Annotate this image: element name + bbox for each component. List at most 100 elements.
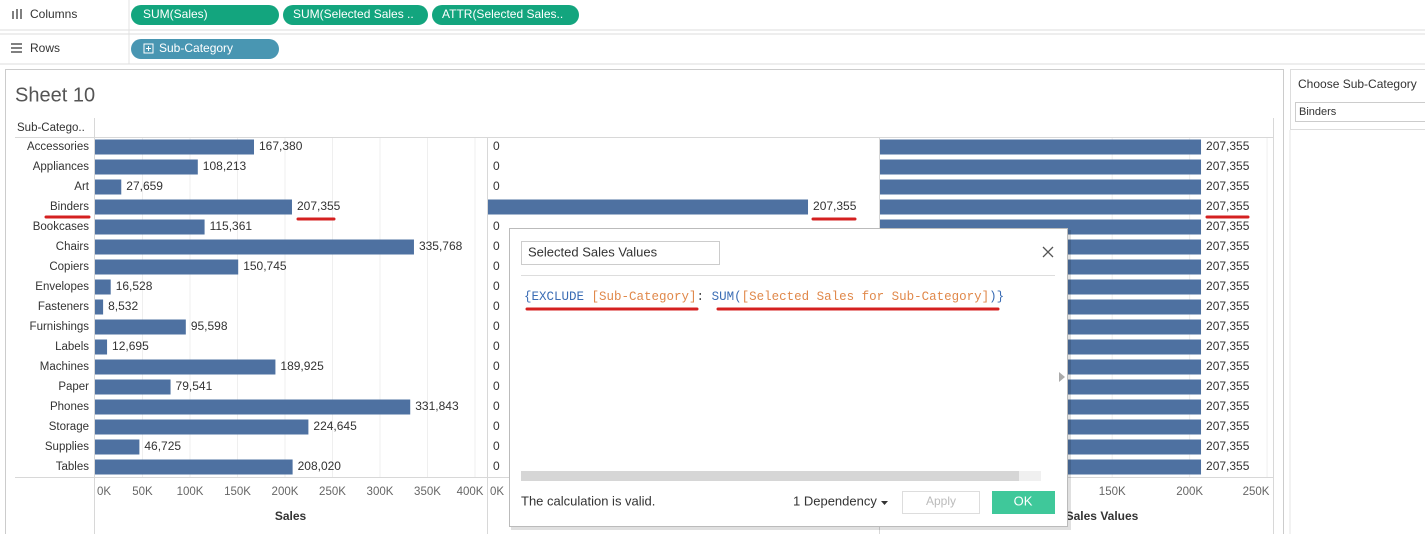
value-label: 0 — [493, 139, 500, 153]
value-label: 207,355 — [1206, 199, 1250, 213]
category-label: Appliances — [33, 161, 90, 173]
calculation-dialog: Selected Sales Values {EXCLUDE [Sub-Cate… — [509, 228, 1071, 530]
value-label: 207,355 — [1206, 439, 1250, 453]
category-label: Bookcases — [33, 221, 90, 233]
value-label: 0 — [493, 419, 500, 433]
value-label: 0 — [493, 239, 500, 253]
apply-label[interactable]: Apply — [926, 494, 956, 508]
rows-icon — [11, 43, 22, 53]
value-label: 0 — [493, 439, 500, 453]
filter-value[interactable]: Binders — [1299, 106, 1337, 118]
name-field[interactable] — [521, 241, 720, 265]
close-button[interactable] — [1042, 246, 1054, 258]
value-label: 224,645 — [313, 419, 357, 433]
formula-token: )} — [989, 290, 1004, 304]
bar — [95, 219, 205, 235]
bar — [95, 419, 309, 435]
formula-token: {EXCLUDE — [524, 290, 592, 304]
pill[interactable] — [131, 5, 279, 25]
pill-label[interactable]: ATTR(Selected Sales.. — [442, 7, 563, 21]
formula-token: : — [697, 290, 712, 304]
apply-button[interactable] — [902, 491, 980, 514]
pill-label[interactable]: Sub-Category — [159, 41, 233, 55]
value-label: 207,355 — [1206, 339, 1250, 353]
value-label: 207,355 — [297, 199, 341, 213]
scrollbar-thumb[interactable] — [521, 471, 1019, 481]
x-tick-label: 0K — [97, 486, 111, 498]
category-label: Tables — [56, 461, 89, 473]
dependency-button[interactable]: 1 Dependency — [793, 493, 877, 508]
value-label: 0 — [493, 399, 500, 413]
value-label: 207,355 — [1206, 299, 1250, 313]
expand-arrow[interactable] — [1059, 372, 1065, 382]
x-tick-label: 300K — [367, 486, 394, 498]
bar — [95, 179, 122, 195]
value-label: 95,598 — [191, 319, 228, 333]
filter-select[interactable] — [1295, 102, 1425, 122]
pill-label[interactable]: SUM(Sales) — [143, 7, 208, 21]
dropdown-arrow[interactable] — [881, 501, 888, 505]
value-label: 207,355 — [1206, 399, 1250, 413]
x-tick-label: 150K — [1099, 486, 1126, 498]
x-tick-label: 200K — [272, 486, 299, 498]
category-label: Copiers — [49, 261, 89, 273]
row-header: Sub-Catego.. — [17, 122, 85, 134]
pill[interactable] — [131, 39, 279, 59]
category-label: Envelopes — [35, 281, 89, 293]
bar — [95, 139, 255, 155]
x-tick-label: 400K — [457, 486, 484, 498]
ok-label[interactable]: OK — [1014, 493, 1033, 508]
value-label: 207,355 — [1206, 379, 1250, 393]
value-label: 0 — [493, 359, 500, 373]
pill-label[interactable]: SUM(Selected Sales .. — [293, 7, 414, 21]
formula-token: [Sub-Category] — [592, 290, 697, 304]
axis-title: Sales — [275, 509, 307, 523]
value-label: 207,355 — [1206, 359, 1250, 373]
bar — [95, 399, 411, 415]
bar — [95, 279, 111, 295]
bar — [880, 179, 1202, 195]
value-label: 0 — [493, 259, 500, 273]
bar — [880, 139, 1202, 155]
pill[interactable] — [283, 5, 428, 25]
value-label: 207,355 — [813, 199, 857, 213]
value-label: 335,768 — [419, 239, 463, 253]
value-label: 207,355 — [1206, 279, 1250, 293]
status: The calculation is valid. — [521, 493, 655, 508]
sheet-title: Sheet 10 — [15, 84, 95, 106]
bar — [95, 379, 171, 395]
value-label: 115,361 — [210, 219, 253, 233]
value-label: 331,843 — [415, 399, 459, 413]
value-label: 167,380 — [259, 139, 303, 153]
category-label: Binders — [50, 201, 89, 213]
pill[interactable] — [432, 5, 579, 25]
value-label: 208,020 — [298, 459, 342, 473]
category-label: Furnishings — [30, 321, 90, 333]
columns-icon — [12, 9, 22, 19]
formula[interactable]: {EXCLUDE [Sub-Category]: SUM([Selected S… — [524, 290, 1004, 304]
category-label: Art — [74, 181, 90, 193]
ok-button[interactable] — [992, 491, 1055, 514]
value-label: 207,355 — [1206, 219, 1250, 233]
calc-name[interactable]: Selected Sales Values — [528, 244, 658, 259]
category-label: Phones — [50, 401, 89, 413]
value-label: 207,355 — [1206, 179, 1250, 193]
bar — [95, 259, 239, 275]
bar — [95, 439, 140, 455]
value-label: 0 — [493, 299, 500, 313]
category-label: Storage — [49, 421, 89, 433]
value-label: 207,355 — [1206, 459, 1250, 473]
value-label: 12,695 — [112, 339, 149, 353]
bar — [880, 159, 1202, 175]
x-tick-label: 100K — [177, 486, 204, 498]
value-label: 0 — [493, 179, 500, 193]
axis-title: Sales Values — [1066, 509, 1139, 523]
value-label: 207,355 — [1206, 319, 1250, 333]
x-tick-label: 150K — [224, 486, 251, 498]
bar — [95, 459, 293, 475]
value-label: 108,213 — [203, 159, 247, 173]
value-label: 0 — [493, 459, 500, 473]
x-tick-label: 200K — [1176, 486, 1203, 498]
category-label: Paper — [58, 381, 89, 393]
columns-label: Columns — [30, 7, 77, 21]
